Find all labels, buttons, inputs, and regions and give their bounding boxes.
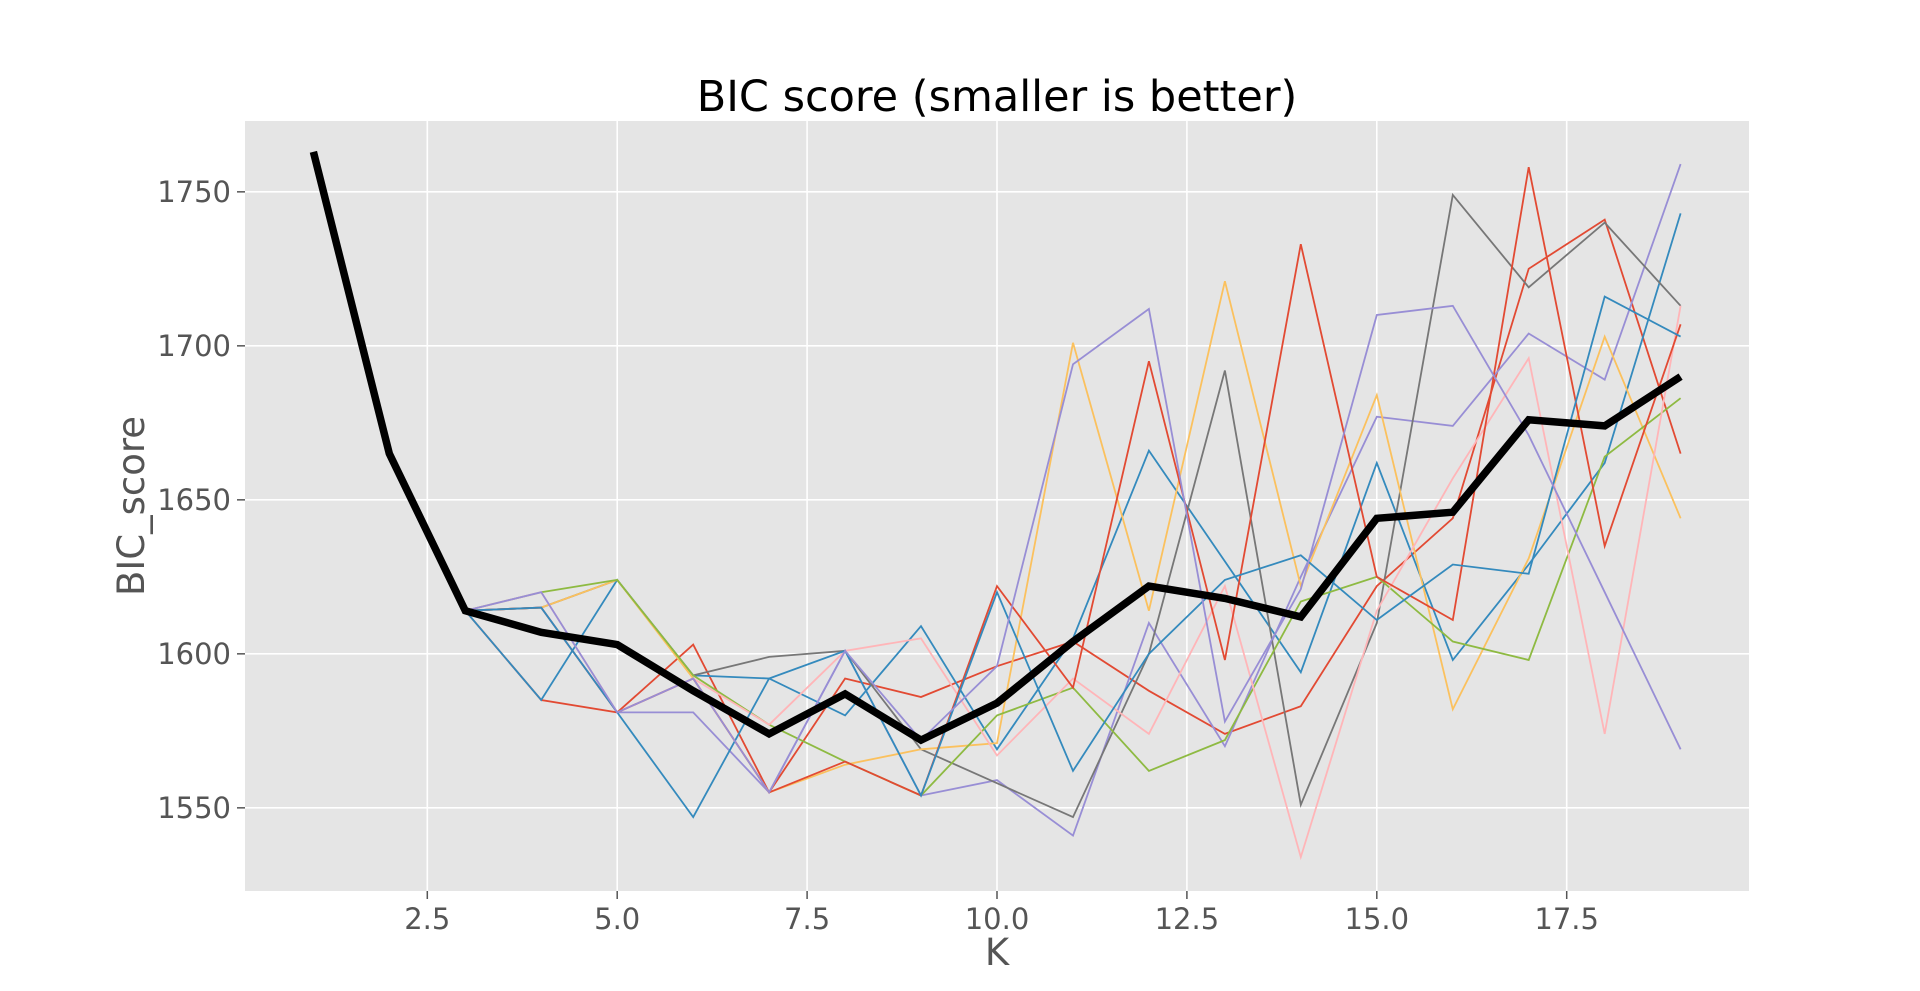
mean-series-line xyxy=(309,150,1683,745)
mean-series-line xyxy=(309,150,1683,745)
x-tick-label: 17.5 xyxy=(1534,902,1599,936)
run-series-line-5 xyxy=(465,280,1682,794)
y-axis-label: BIC_score xyxy=(110,416,153,596)
y-tick-label: 1650 xyxy=(157,483,231,517)
run-series-line-10 xyxy=(465,304,1682,795)
x-tick-label: 10.0 xyxy=(965,902,1030,936)
x-tick-label: 15.0 xyxy=(1345,902,1410,936)
axis-ticks: 2.5 5.0 7.5 10.0 12.5 15.0 17.5 1550 1600 1650 170… xyxy=(157,175,1599,936)
y-tick-label: 1700 xyxy=(157,329,231,363)
x-tick-label: 2.5 xyxy=(404,902,450,936)
x-tick-label: 5.0 xyxy=(594,902,640,936)
y-tick-label: 1550 xyxy=(157,791,231,825)
y-tick-label: 1750 xyxy=(157,175,231,209)
run-series-line-3 xyxy=(465,163,1682,838)
x-tick-label: 12.5 xyxy=(1155,902,1220,936)
y-tick-label: 1600 xyxy=(157,637,231,671)
run-series-line-9 xyxy=(465,295,1682,819)
chart-title: BIC score (smaller is better) xyxy=(697,72,1298,122)
x-axis-label: K xyxy=(985,931,1011,974)
x-tick-label: 7.5 xyxy=(784,902,830,936)
